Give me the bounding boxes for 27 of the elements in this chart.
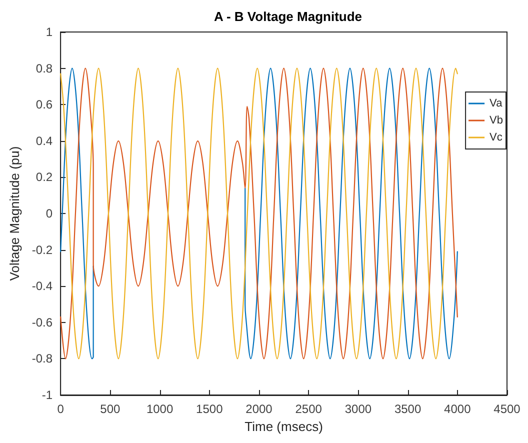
y-tick-label: 0.8 [36, 61, 53, 76]
y-axis-title: Voltage Magnitude (pu) [7, 146, 22, 281]
chart-title: A - B Voltage Magnitude [214, 9, 362, 24]
y-tick-label: 0 [46, 206, 53, 220]
legend-label: Va [490, 98, 504, 110]
legend-label: Vc [490, 132, 503, 144]
y-tick-label: -0.8 [32, 352, 53, 366]
y-tick-label: 0.6 [36, 98, 53, 112]
x-axis-title: Time (msecs) [244, 418, 323, 434]
y-tick-label: -0.4 [32, 279, 53, 294]
y-tick-label: 0.4 [36, 134, 53, 148]
y-tick-label: 1 [46, 25, 53, 39]
y-tick-label: -0.6 [32, 315, 53, 330]
y-tick-label: -0.2 [32, 242, 53, 257]
x-tick-label: 3000 [344, 402, 372, 416]
x-tick-label: 4500 [494, 402, 521, 416]
x-tick-label: 1000 [146, 402, 174, 416]
legend-label: Vb [490, 114, 504, 126]
y-tick-label: -1 [42, 388, 53, 402]
x-tick-label: 500 [100, 402, 121, 416]
x-tick-label: 1500 [196, 402, 224, 416]
y-tick-label: 0.2 [36, 170, 53, 184]
x-tick-label: 4000 [444, 402, 472, 416]
x-tick-label: 2000 [246, 402, 273, 416]
x-tick-label: 3500 [394, 402, 422, 416]
x-tick-label: 0 [57, 402, 64, 416]
x-tick-label: 2500 [295, 402, 322, 416]
